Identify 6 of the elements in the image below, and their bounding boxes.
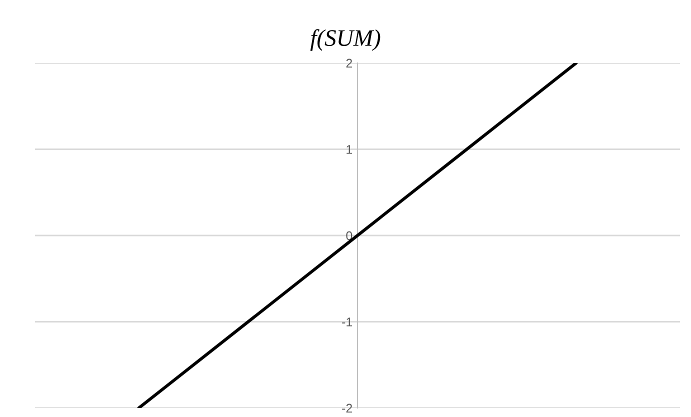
y-tick-label: 0	[346, 231, 352, 240]
y-tick-label: 2	[346, 58, 352, 68]
chart-title: f(SUM)	[310, 29, 380, 51]
y-tick-label: 1	[346, 145, 352, 154]
y-tick-label: -1	[342, 318, 352, 326]
y-tick-label: -2	[342, 404, 352, 413]
